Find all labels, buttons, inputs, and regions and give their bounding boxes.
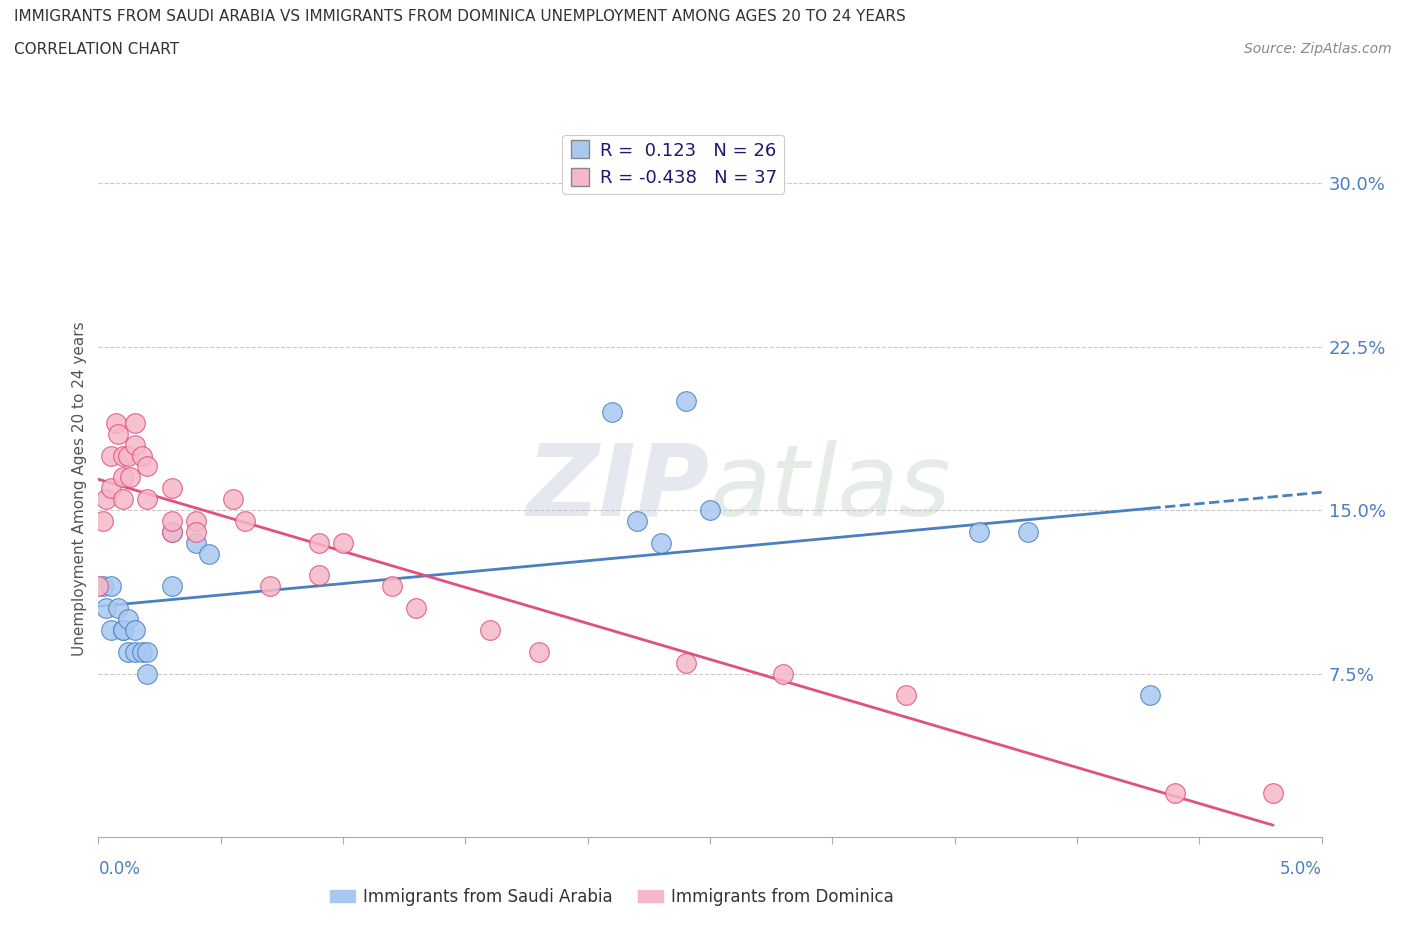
Text: CORRELATION CHART: CORRELATION CHART <box>14 42 179 57</box>
Point <box>967 525 990 539</box>
Point <box>1164 786 1187 801</box>
Text: Source: ZipAtlas.com: Source: ZipAtlas.com <box>1244 42 1392 56</box>
Point <box>160 525 183 539</box>
Point <box>131 644 153 659</box>
Point <box>160 578 183 593</box>
Point <box>699 502 721 517</box>
Point <box>111 622 134 637</box>
Point <box>131 448 153 463</box>
Point <box>107 426 129 441</box>
Point <box>100 622 122 637</box>
Point <box>650 536 672 551</box>
Point <box>478 622 501 637</box>
Point <box>117 644 139 659</box>
Point <box>186 536 208 551</box>
Point <box>222 492 245 507</box>
Point <box>124 416 146 431</box>
Point <box>381 578 404 593</box>
Point <box>1139 688 1161 703</box>
Text: atlas: atlas <box>710 440 952 537</box>
Point <box>186 525 208 539</box>
Y-axis label: Unemployment Among Ages 20 to 24 years: Unemployment Among Ages 20 to 24 years <box>72 321 87 656</box>
Point <box>527 644 550 659</box>
Point <box>136 492 159 507</box>
Point <box>1261 786 1284 801</box>
Point <box>600 405 623 419</box>
Point <box>626 513 648 528</box>
Point <box>160 513 183 528</box>
Point <box>894 688 917 703</box>
Point <box>124 437 146 452</box>
Text: ZIP: ZIP <box>527 440 710 537</box>
Point <box>1017 525 1039 539</box>
Point <box>104 416 127 431</box>
Point <box>308 568 330 583</box>
Point <box>111 448 134 463</box>
Point <box>332 536 354 551</box>
Point <box>100 448 122 463</box>
Point <box>136 459 159 474</box>
Point <box>675 656 697 671</box>
Point <box>160 525 183 539</box>
Point <box>405 601 427 616</box>
Point <box>111 622 134 637</box>
Text: 5.0%: 5.0% <box>1279 860 1322 878</box>
Point <box>87 578 110 593</box>
Point <box>136 644 159 659</box>
Point <box>136 666 159 681</box>
Point <box>100 481 122 496</box>
Point <box>259 578 281 593</box>
Point <box>100 578 122 593</box>
Point <box>107 601 129 616</box>
Point <box>94 601 117 616</box>
Point <box>91 513 114 528</box>
Point <box>117 612 139 627</box>
Point <box>117 448 139 463</box>
Point <box>124 644 146 659</box>
Point <box>91 578 114 593</box>
Point <box>124 622 146 637</box>
Text: 0.0%: 0.0% <box>98 860 141 878</box>
Point <box>308 536 330 551</box>
Point <box>120 470 142 485</box>
Point <box>111 492 134 507</box>
Point <box>233 513 256 528</box>
Text: IMMIGRANTS FROM SAUDI ARABIA VS IMMIGRANTS FROM DOMINICA UNEMPLOYMENT AMONG AGES: IMMIGRANTS FROM SAUDI ARABIA VS IMMIGRAN… <box>14 9 905 24</box>
Point <box>675 393 697 408</box>
Point <box>94 492 117 507</box>
Point <box>772 666 794 681</box>
Point <box>160 481 183 496</box>
Point <box>197 546 219 561</box>
Legend: Immigrants from Saudi Arabia, Immigrants from Dominica: Immigrants from Saudi Arabia, Immigrants… <box>323 881 901 912</box>
Point <box>111 470 134 485</box>
Point <box>186 513 208 528</box>
